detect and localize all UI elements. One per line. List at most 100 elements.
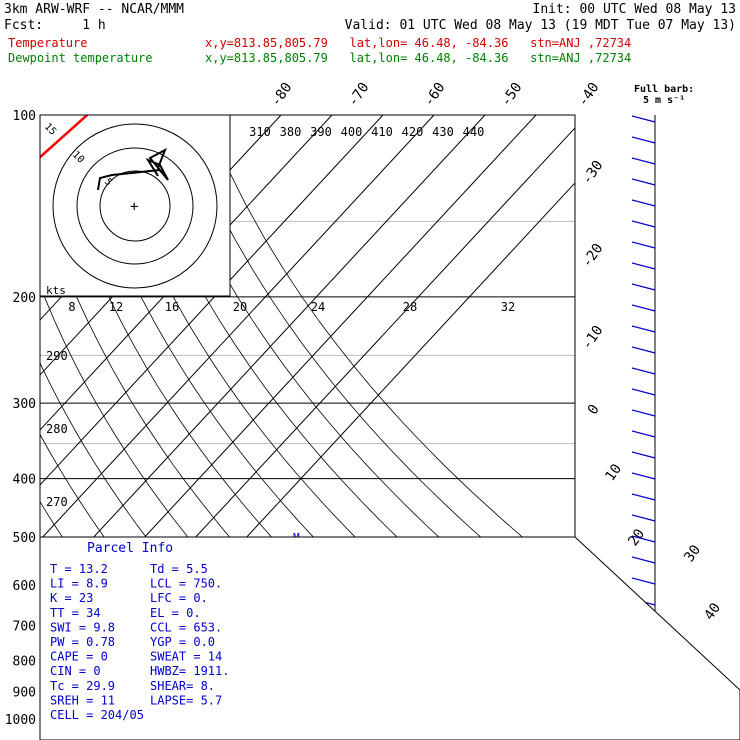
theta-label: 310 — [249, 125, 271, 139]
parcel-info-left: TT = 34 — [50, 606, 101, 620]
pressure-tick-label: 300 — [13, 397, 36, 412]
wind-barb — [631, 514, 656, 522]
dry-adiabat — [0, 115, 11, 719]
theta-label: 420 — [402, 125, 424, 139]
theta-label: 380 — [280, 125, 302, 139]
wind-barb — [631, 304, 656, 312]
parcel-info-left: CIN = 0 — [50, 664, 101, 678]
parcel-info-right: Td = 5.5 — [150, 562, 208, 576]
isotherm-line — [40, 115, 435, 541]
wind-barb — [631, 346, 656, 354]
wind-barb — [631, 262, 656, 270]
parcel-info-right: SWEAT = 14 — [150, 650, 222, 664]
wind-barb — [631, 325, 656, 333]
parcel-info-left: SWI = 9.8 — [50, 620, 115, 634]
hodograph-ring — [99, 170, 171, 242]
isotherm-label: -10 — [579, 323, 607, 353]
hodograph-speed-label: 16 — [165, 300, 179, 314]
wind-barb — [631, 472, 656, 480]
isotherm-line — [40, 115, 333, 431]
wind-barb — [631, 367, 656, 375]
parcel-info-left: LI = 8.9 — [50, 577, 108, 591]
isotherm-label: -20 — [579, 241, 607, 271]
pressure-tick-label: 1000 — [5, 713, 36, 728]
pressure-tick-label: 800 — [13, 654, 36, 669]
pressure-tick-label: 900 — [13, 685, 36, 700]
isotherm-label: -50 — [498, 80, 526, 110]
parcel-info-box: Parcel Info T = 13.2 Td = 5.5 LI = 8.9 LCL =… — [39, 536, 740, 740]
dry-adiabat-label: 290 — [46, 349, 68, 363]
isotherm-line — [40, 115, 486, 596]
pressure-tick-label: 700 — [13, 619, 36, 634]
temperature-location: x,y=813.85,805.79 lat,lon= 46.48, -84.36… — [205, 36, 632, 50]
hodograph-speed-label: 8 — [68, 300, 75, 314]
wind-barb — [631, 430, 656, 438]
wind-barb — [631, 178, 656, 186]
mixing-ratio-line — [0, 585, 2, 719]
model-title: 3km ARW-WRF -- NCAR/MMM — [4, 2, 185, 17]
wind-barb — [631, 535, 656, 543]
hodograph-center: + — [130, 199, 138, 215]
parcel-info-right: YGP = 0.0 — [150, 635, 215, 649]
wind-barb — [631, 451, 656, 459]
isotherm-label: 40 — [701, 600, 724, 623]
parcel-info-left: Tc = 29.9 — [50, 679, 115, 693]
dewpoint-legend: Dewpoint temperature — [8, 51, 153, 65]
hodograph-ring — [52, 123, 218, 289]
wind-barb — [631, 556, 656, 564]
barb-legend-title: Full barb: — [634, 84, 695, 95]
parcel-info-right: LAPSE= 5.7 — [150, 693, 222, 707]
dry-adiabat-label: 280 — [46, 422, 68, 436]
parcel-info-left: T = 13.2 — [50, 562, 108, 576]
wind-barb — [631, 220, 656, 228]
theta-label: 430 — [432, 125, 454, 139]
forecast-hour: Fcst: 1 h — [4, 18, 106, 33]
isotherm-label: 10 — [602, 461, 625, 484]
hodograph-speed-label: 12 — [109, 300, 123, 314]
hodograph-trace — [97, 147, 169, 191]
isotherm-label: -70 — [345, 80, 373, 110]
wind-barb — [631, 136, 656, 144]
parcel-info-left: K = 23 — [50, 591, 93, 605]
isotherm-label: -30 — [579, 158, 607, 188]
parcel-info-left: PW = 0.78 — [50, 635, 115, 649]
parcel-panel — [39, 536, 740, 740]
parcel-info-right: LFC = 0. — [150, 591, 208, 605]
hodograph-frame — [39, 114, 231, 297]
hodograph-speed-label: 28 — [403, 300, 417, 314]
isotherm-label: 30 — [681, 542, 704, 565]
wind-barb — [631, 115, 656, 123]
pressure-tick-label: 400 — [13, 473, 36, 488]
theta-label: 440 — [463, 125, 485, 139]
theta-label: 390 — [310, 125, 332, 139]
hodograph-speed-label: 20 — [233, 300, 247, 314]
parcel-info-left: CAPE = 0 — [50, 650, 108, 664]
parcel-info-right: HWBZ= 1911. — [150, 664, 229, 678]
pressure-tick-label: 600 — [13, 579, 36, 594]
wind-barb — [631, 493, 656, 501]
wind-barb — [631, 577, 656, 585]
wind-barb — [631, 283, 656, 291]
pressure-tick-label: 100 — [13, 109, 36, 124]
theta-label: 410 — [371, 125, 393, 139]
isotherm-line — [40, 115, 384, 486]
isotherm-label: -40 — [575, 80, 603, 110]
pressure-tick-label: 500 — [13, 531, 36, 546]
pressure-tick-label: 200 — [13, 291, 36, 306]
parcel-info-right: CCL = 653. — [150, 620, 222, 634]
parcel-info-title: Parcel Info — [87, 541, 173, 556]
hodograph-ring — [76, 147, 194, 265]
hodograph-speed-label: 32 — [501, 300, 515, 314]
isotherm-label: 0 — [585, 402, 603, 418]
hodograph-speed-label: 24 — [311, 300, 325, 314]
wind-barb — [631, 388, 656, 396]
isotherm-label: -80 — [268, 80, 296, 110]
dry-adiabat-label: 270 — [46, 495, 68, 509]
theta-label: 400 — [341, 125, 363, 139]
hodograph-unit: kts — [46, 284, 66, 297]
barb-legend-unit: 5 m s⁻¹ — [643, 95, 686, 106]
wind-barb — [631, 199, 656, 207]
isotherm-label: -60 — [421, 80, 449, 110]
parcel-info-right: LCL = 750. — [150, 577, 222, 591]
wind-barb — [631, 157, 656, 165]
